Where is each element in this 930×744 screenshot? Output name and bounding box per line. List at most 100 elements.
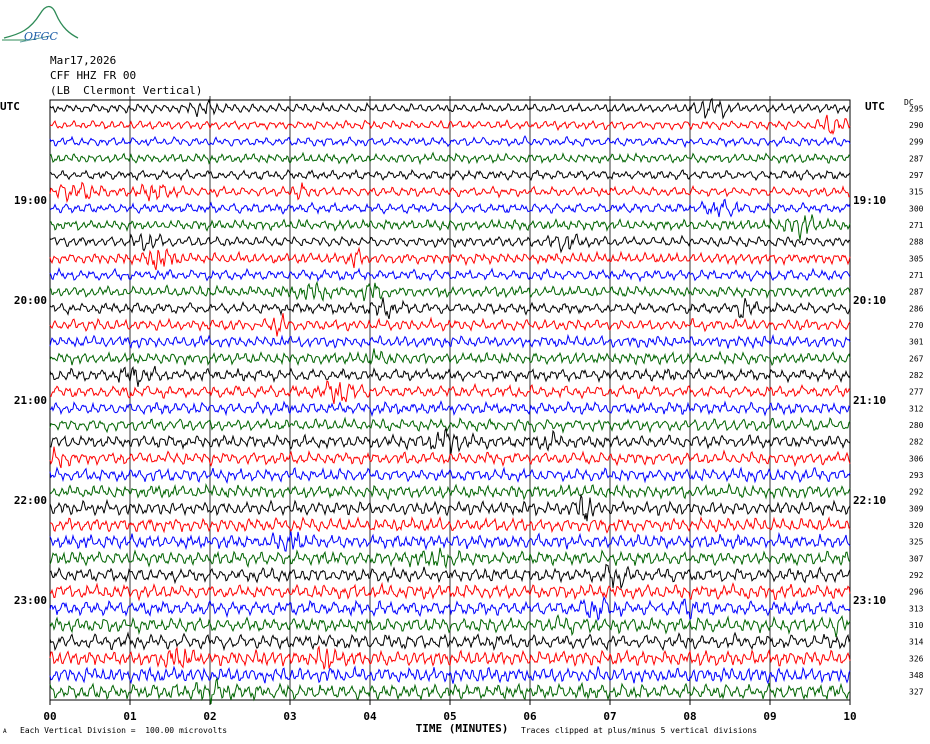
right-time-label: 20:10 xyxy=(853,294,886,307)
dc-offset-label: 320 xyxy=(909,521,924,530)
ofgc-logo: OFGC xyxy=(2,5,79,43)
label-layer: 00 01 02 03 04 05 06 07 08 09 10 295 290 299 287 297 315… xyxy=(14,104,924,723)
dc-offset-label: 297 xyxy=(909,171,924,180)
x-axis-title: TIME (MINUTES) xyxy=(416,722,509,735)
trace-row-9 xyxy=(49,246,851,271)
header-location: (LB Clermont Vertical) xyxy=(50,84,203,97)
trace-row-26 xyxy=(49,531,851,552)
trace-row-12 xyxy=(49,297,851,320)
trace-row-0 xyxy=(49,97,851,120)
trace-row-31 xyxy=(49,614,851,638)
trace-row-15 xyxy=(49,348,851,367)
trace-row-6 xyxy=(49,198,851,218)
x-tick-label: 07 xyxy=(603,710,616,723)
dc-offset-label: 277 xyxy=(909,388,924,397)
trace-row-30 xyxy=(49,595,851,622)
dc-offset-label: 292 xyxy=(909,488,924,497)
dc-offset-label: 306 xyxy=(909,454,924,463)
dc-offset-label: 280 xyxy=(909,421,924,430)
dc-offset-label: 307 xyxy=(909,554,924,563)
trace-row-24 xyxy=(49,493,851,522)
x-tick-label: 05 xyxy=(443,710,456,723)
corner-mark: A xyxy=(3,728,7,735)
right-time-label: 22:10 xyxy=(853,494,886,507)
dc-offset-label: 300 xyxy=(909,204,924,213)
left-time-label: 22:00 xyxy=(14,494,47,507)
dc-offset-label: 301 xyxy=(909,338,924,347)
right-time-label: 19:10 xyxy=(853,194,886,207)
dc-offset-label: 305 xyxy=(909,254,924,263)
x-tick-label: 09 xyxy=(763,710,776,723)
trace-row-5 xyxy=(49,181,851,204)
plot-grid xyxy=(49,96,851,705)
left-time-label: 23:00 xyxy=(14,594,47,607)
clip-note: Traces clipped at plus/minus 5 vertical … xyxy=(521,726,758,735)
dc-offset-label: 299 xyxy=(909,138,924,147)
dc-offset-label: 271 xyxy=(909,221,924,230)
dc-offset-label: 312 xyxy=(909,404,924,413)
dc-offset-label: 315 xyxy=(909,188,924,197)
dc-offset-label: 326 xyxy=(909,654,924,663)
x-tick-label: 03 xyxy=(283,710,296,723)
dc-offset-label: 282 xyxy=(909,438,924,447)
trace-row-32 xyxy=(49,631,851,652)
dc-offset-label: 310 xyxy=(909,621,924,630)
x-tick-label: 10 xyxy=(843,710,856,723)
trace-row-27 xyxy=(49,547,851,570)
left-time-label: 21:00 xyxy=(14,394,47,407)
left-time-label: 19:00 xyxy=(14,194,47,207)
trace-row-29 xyxy=(49,581,851,602)
dc-offset-label: 296 xyxy=(909,588,924,597)
dc-offset-label: 282 xyxy=(909,371,924,380)
trace-row-23 xyxy=(49,482,851,501)
trace-row-11 xyxy=(49,280,851,303)
utc-label-left: UTC xyxy=(0,100,20,113)
header-channel: CFF HHZ FR 00 xyxy=(50,69,137,82)
dc-offset-label: 348 xyxy=(909,671,924,680)
trace-row-25 xyxy=(49,515,851,534)
right-time-label: 23:10 xyxy=(853,594,886,607)
scale-note: Each Vertical Division = 100.00 microvol… xyxy=(20,726,228,735)
x-tick-label: 08 xyxy=(683,710,696,723)
trace-row-14 xyxy=(49,333,851,350)
dc-offset-label: 286 xyxy=(909,304,924,313)
x-tick-label: 06 xyxy=(523,710,537,723)
trace-row-3 xyxy=(49,151,851,166)
trace-row-33 xyxy=(49,645,851,670)
trace-row-35 xyxy=(49,676,851,705)
dc-offset-label: 287 xyxy=(909,154,924,163)
dc-offset-label: 290 xyxy=(909,121,924,130)
trace-row-7 xyxy=(49,214,851,241)
trace-row-10 xyxy=(49,266,851,283)
dc-offset-label: 327 xyxy=(909,688,924,697)
dc-offset-label: 314 xyxy=(909,638,924,647)
trace-layer xyxy=(49,97,851,705)
dc-offset-label: 287 xyxy=(909,288,924,297)
dc-offset-label: 292 xyxy=(909,571,924,580)
trace-row-13 xyxy=(49,313,851,337)
x-tick-label: 01 xyxy=(123,710,137,723)
header-date: Mar17,2026 xyxy=(50,54,117,67)
utc-label-right: UTC xyxy=(865,100,885,113)
trace-row-20 xyxy=(49,426,851,454)
x-tick-label: 02 xyxy=(203,710,216,723)
logo-text: OFGC xyxy=(24,30,58,43)
dc-offset-label: 288 xyxy=(909,238,924,247)
dc-offset-label: 267 xyxy=(909,354,924,363)
dc-offset-label: 271 xyxy=(909,271,924,280)
trace-row-1 xyxy=(49,114,851,135)
trace-row-22 xyxy=(49,466,851,484)
dc-offset-label: 270 xyxy=(909,321,924,330)
trace-row-21 xyxy=(49,446,851,469)
dc-offset-label: 325 xyxy=(909,538,924,547)
trace-row-16 xyxy=(49,365,851,387)
left-time-label: 20:00 xyxy=(14,294,47,307)
dc-offset-label: 293 xyxy=(909,471,924,480)
trace-row-4 xyxy=(49,168,851,182)
x-tick-label: 00 xyxy=(43,710,56,723)
right-time-label: 21:10 xyxy=(853,394,886,407)
dc-offset-label: 309 xyxy=(909,504,924,513)
dc-offset-label: 295 xyxy=(909,104,924,113)
trace-row-34 xyxy=(49,665,851,685)
